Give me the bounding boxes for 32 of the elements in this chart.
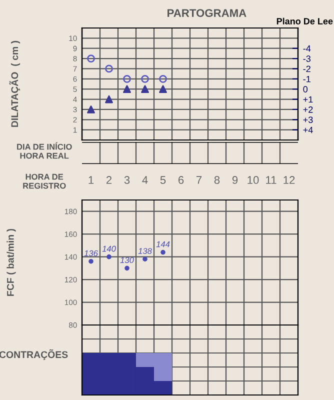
x-tick-label: 11	[266, 176, 276, 184]
text: DIA DE INÍCIO HORA REAL	[17, 142, 72, 159]
text: HORA DE REGISTRO	[23, 174, 66, 189]
x-tick-label: 2	[106, 176, 112, 184]
x-tick-label: 1	[88, 176, 94, 184]
x-tick-label: 5	[160, 176, 166, 184]
y2-tick-label: +2	[303, 106, 313, 113]
y2-tick-label: +4	[303, 126, 313, 134]
data-label: 136	[84, 250, 98, 256]
y2-axis-title: Plano De Lee	[276, 18, 333, 24]
y2-tick-label: -3	[303, 56, 310, 62]
x-tick-label: 12	[284, 176, 295, 184]
x-tick-label: 6	[178, 176, 184, 184]
x-tick-label: 7	[196, 176, 202, 184]
x-tick-label: 9	[232, 176, 238, 184]
data-label: 138	[138, 248, 152, 254]
x-tick-label: 3	[124, 176, 130, 184]
y2-tick-label: -1	[303, 76, 310, 82]
data-label: 144	[156, 241, 170, 248]
y-axis-title: FCF ( bat/min )	[6, 228, 16, 296]
x-tick-label: 8	[214, 176, 220, 184]
chart-title: PARTOGRAMA	[168, 9, 246, 17]
x-tick-label: 4	[142, 176, 148, 184]
data-label: 130	[120, 257, 134, 264]
y2-tick-label: -2	[303, 66, 310, 72]
y2-tick-label: -4	[303, 45, 311, 52]
y2-tick-label: +3	[303, 116, 313, 123]
y2-tick-label: 0	[303, 86, 308, 92]
y-axis-title: DILATAÇÃO ( cm )	[9, 40, 20, 127]
data-label: 140	[102, 246, 116, 252]
x-tick-label: 10	[248, 176, 259, 184]
y2-tick-label: +1	[303, 96, 313, 103]
